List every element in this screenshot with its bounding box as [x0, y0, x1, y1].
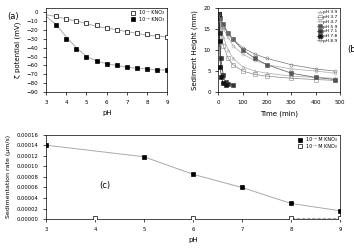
- pH 8.9: [226, 32, 230, 35]
- pH 8.9: [241, 46, 245, 49]
- pH 7.1: [217, 32, 222, 35]
- pH 3.9: [231, 57, 235, 60]
- Line: pH 8.9: pH 8.9: [217, 12, 337, 73]
- pH 3.9: [226, 48, 230, 51]
- pH 3.9: [253, 70, 257, 73]
- pH 4.7: [218, 19, 223, 22]
- pH 5.9: [218, 17, 223, 20]
- pH 4.7: [221, 27, 225, 30]
- pH 5.9: [226, 32, 230, 35]
- X-axis label: pH: pH: [188, 237, 198, 243]
- pH 3.7: [313, 78, 318, 81]
- pH 3.7: [333, 79, 337, 82]
- pH 3.7: [221, 44, 225, 47]
- pH 3.7: [226, 57, 230, 60]
- pH 7.1: [221, 74, 225, 77]
- pH 3.9: [265, 72, 269, 75]
- pH 5.9: [221, 23, 225, 26]
- pH 3.7: [265, 75, 269, 78]
- Line: pH 7.1: pH 7.1: [217, 12, 234, 86]
- pH 8.9: [313, 68, 318, 71]
- pH 7.8: [219, 76, 223, 79]
- Text: (a): (a): [7, 12, 19, 21]
- pH 3.7: [241, 70, 245, 73]
- pH 8.9: [289, 63, 293, 66]
- pH 5.9: [313, 76, 318, 79]
- pH 3.9: [313, 76, 318, 79]
- pH 5.9: [253, 57, 257, 60]
- Line: pH 7.8: pH 7.8: [217, 12, 227, 86]
- pH 3.7: [231, 63, 235, 66]
- pH 4.7: [217, 12, 221, 15]
- Text: (b): (b): [347, 45, 354, 54]
- pH 8.9: [221, 25, 225, 28]
- pH 3.7: [218, 27, 223, 30]
- pH 5.9: [333, 78, 337, 81]
- pH 3.7: [217, 12, 221, 15]
- pH 4.7: [231, 44, 235, 47]
- pH 4.7: [333, 72, 337, 75]
- pH 8.9: [231, 38, 235, 41]
- pH 4.7: [253, 59, 257, 62]
- pH 5.9: [217, 12, 221, 15]
- pH 7.8: [217, 40, 222, 43]
- Legend: 10⁻¹ KNO₃, 10⁻² KNO₃: 10⁻¹ KNO₃, 10⁻² KNO₃: [128, 10, 165, 22]
- pH 5.9: [289, 72, 293, 75]
- pH 3.9: [289, 75, 293, 78]
- Y-axis label: ζ potential (mV): ζ potential (mV): [15, 22, 21, 78]
- pH 4.7: [289, 68, 293, 71]
- pH 7.8: [221, 81, 225, 84]
- pH 7.1: [231, 83, 235, 86]
- pH 3.9: [221, 36, 225, 39]
- Text: (c): (c): [99, 181, 110, 190]
- pH 8.9: [265, 57, 269, 60]
- pH 7.1: [219, 57, 223, 60]
- pH 3.9: [333, 77, 337, 80]
- Y-axis label: Sediment Height (mm): Sediment Height (mm): [192, 10, 198, 90]
- pH 3.9: [241, 65, 245, 68]
- Y-axis label: Sedimentation rate (µm/s): Sedimentation rate (µm/s): [6, 135, 11, 218]
- Line: pH 3.7: pH 3.7: [217, 12, 337, 82]
- Line: pH 3.9: pH 3.9: [217, 12, 337, 80]
- pH 8.9: [217, 12, 221, 15]
- pH 5.9: [241, 48, 245, 51]
- X-axis label: Time (min): Time (min): [260, 110, 298, 117]
- pH 3.7: [289, 77, 293, 80]
- Line: pH 4.7: pH 4.7: [217, 12, 337, 75]
- pH 4.7: [265, 63, 269, 66]
- pH 3.9: [217, 12, 221, 15]
- pH 8.9: [218, 19, 223, 22]
- Legend: pH 3.9, pH 3.7, pH 4.7, pH 5.9, pH 7.1, pH 7.8, pH 8.9: pH 3.9, pH 3.7, pH 4.7, pH 5.9, pH 7.1, …: [317, 10, 338, 43]
- X-axis label: pH: pH: [102, 110, 112, 116]
- pH 5.9: [265, 63, 269, 66]
- pH 7.1: [224, 80, 228, 83]
- pH 7.1: [217, 12, 221, 15]
- pH 3.9: [218, 23, 223, 26]
- pH 8.9: [333, 70, 337, 73]
- pH 5.9: [231, 38, 235, 41]
- pH 7.1: [226, 82, 230, 85]
- pH 3.7: [253, 73, 257, 76]
- Legend: 10⁻² M KNO₃, 10⁻¹ M KNO₃: 10⁻² M KNO₃, 10⁻¹ M KNO₃: [295, 137, 337, 149]
- pH 7.8: [224, 83, 228, 86]
- pH 4.7: [226, 36, 230, 39]
- pH 7.8: [218, 65, 223, 68]
- Line: pH 5.9: pH 5.9: [217, 12, 337, 81]
- pH 8.9: [253, 53, 257, 56]
- pH 7.8: [217, 12, 221, 15]
- pH 4.7: [241, 53, 245, 56]
- pH 4.7: [313, 70, 318, 73]
